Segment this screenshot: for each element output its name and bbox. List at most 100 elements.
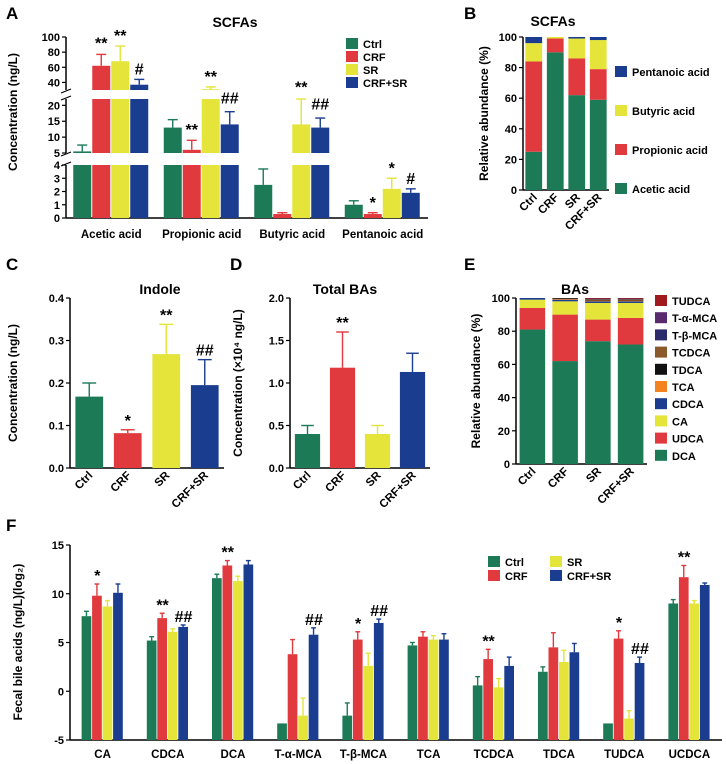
bar-ctrl	[146, 640, 157, 740]
stack-segment-cdca	[617, 301, 644, 303]
legend-item: SR	[363, 65, 378, 77]
panel-B: B SCFAs Relative abundance (%) 0 20 40 60 80 100…	[464, 4, 710, 233]
y-tick-label: 0	[511, 185, 517, 197]
y-axis-title: Relative abundance (%)	[477, 46, 491, 181]
bar-sr	[363, 665, 374, 740]
legend-item: Pentanoic acid	[632, 67, 710, 79]
chart-title: Indole	[139, 281, 180, 297]
legend-item: CRF	[505, 571, 528, 583]
stack-segment-pentanoic-acid	[568, 37, 586, 39]
legend-item: TUDCA	[672, 296, 711, 308]
x-category-label: SR	[364, 469, 384, 489]
y-tick-label: 5	[58, 638, 64, 650]
bar-sr	[382, 188, 401, 218]
x-category-label: CRF+SR	[377, 469, 419, 511]
bar-crf	[613, 638, 624, 740]
bar-sr	[364, 434, 391, 468]
stack-segment-tca	[552, 298, 578, 300]
bar-ctrl	[538, 671, 548, 740]
legend-item: TDCA	[672, 365, 703, 377]
y-axis-title: Concentration (ng/L)	[6, 324, 20, 442]
bar-crf	[157, 618, 167, 740]
legend-item-swatch	[346, 38, 358, 49]
significance-mark: ##	[311, 97, 329, 114]
chart-title: Total BAs	[313, 281, 378, 297]
stack-segment-pentanoic-acid	[525, 37, 543, 44]
bar-crf	[92, 165, 111, 218]
x-category-label: Propionic acid	[162, 229, 241, 241]
x-category-label: T-α-MCA	[275, 749, 322, 761]
bar-crf-sr	[504, 665, 514, 740]
bar-ctrl	[73, 151, 92, 153]
bar-crf-sr	[190, 385, 219, 468]
stack-segment-tca	[617, 300, 644, 302]
legend-item-swatch	[615, 144, 627, 155]
bar-crf	[363, 214, 382, 218]
legend-item: TCDCA	[672, 348, 711, 360]
chart-title: BAs	[561, 281, 589, 297]
bar-sr	[111, 61, 130, 90]
bar-sr	[233, 581, 243, 740]
legend-item: CA	[672, 416, 688, 428]
bar-crf-sr	[634, 662, 645, 740]
axis-break-mark	[60, 151, 72, 157]
bar-crf	[92, 595, 102, 740]
bar-crf-sr	[311, 127, 330, 153]
x-category-label: CRF+SR	[596, 465, 638, 507]
stack-segment-t-mca	[585, 298, 611, 300]
bar-crf	[329, 367, 356, 468]
significance-mark: **	[482, 633, 495, 650]
significance-mark: *	[125, 413, 132, 430]
y-tick-label: 5	[54, 148, 60, 160]
stack-segment-acetic-acid	[546, 52, 564, 190]
bar-crf	[548, 647, 559, 740]
significance-mark: **	[295, 80, 308, 97]
significance-mark: *	[94, 568, 101, 585]
legend-item-swatch	[550, 556, 562, 567]
x-category-label: CRF	[109, 470, 134, 495]
y-tick-label: 80	[505, 63, 517, 75]
x-category-label: CA	[94, 749, 111, 761]
bar-crf-sr	[243, 564, 254, 740]
significance-mark: ##	[631, 641, 649, 658]
legend-item: Ctrl	[505, 557, 524, 569]
x-category-label: SR	[584, 465, 604, 485]
significance-mark: **	[222, 545, 235, 562]
legend-item: CDCA	[672, 399, 704, 411]
y-tick-label: 0.4	[49, 293, 65, 305]
x-category-label: Acetic acid	[81, 229, 142, 241]
y-tick-label: 40	[498, 393, 510, 405]
significance-mark: **	[95, 36, 108, 53]
panel-letter: E	[464, 255, 475, 274]
bar-crf	[182, 149, 201, 153]
y-tick-label: 0.2	[49, 378, 64, 390]
legend-item-swatch	[655, 398, 667, 410]
stack-segment-udca	[552, 314, 578, 362]
y-tick-label: 4	[54, 160, 61, 172]
stack-segment-acetic-acid	[589, 99, 607, 190]
y-tick-label: 0.0	[269, 463, 284, 475]
y-tick-label: 2	[54, 187, 60, 199]
y-tick-label: 10	[52, 589, 64, 601]
y-tick-label: 20	[498, 426, 510, 438]
significance-mark: #	[406, 171, 415, 188]
bar-ctrl	[81, 616, 92, 740]
bar-sr	[689, 603, 700, 740]
x-category-label: CDCA	[151, 749, 184, 761]
bar-crf	[273, 214, 292, 218]
stack-segment-t-mca	[585, 298, 611, 299]
y-tick-label: 0	[58, 686, 64, 698]
legend-item: Acetic acid	[632, 184, 690, 196]
legend-item-swatch	[615, 183, 627, 194]
significance-mark: *	[355, 616, 362, 633]
bar-sr	[428, 639, 439, 740]
panel-C: C Indole Concentration (ng/L) 0.0 0.1 0.2 0.3 0…	[6, 255, 224, 511]
significance-mark: **	[160, 307, 173, 324]
y-tick-label: 100	[499, 32, 517, 44]
bar-crf	[678, 577, 689, 740]
y-tick-label: 60	[48, 62, 60, 74]
stack-segment-tdca	[617, 299, 644, 301]
y-tick-label: 100	[492, 293, 510, 305]
stack-segment-tcdca	[617, 299, 644, 300]
bar-ctrl	[73, 165, 92, 218]
